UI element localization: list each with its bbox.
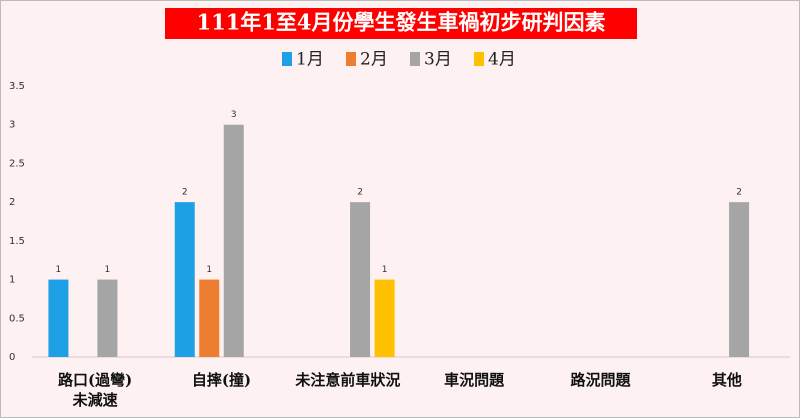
x-tick-label: 路口(過彎) 未減速 <box>58 371 133 409</box>
legend-swatch <box>282 52 292 66</box>
x-tick-label: 路況問題 <box>570 371 631 389</box>
legend-swatch <box>346 52 356 66</box>
y-tick-label: 2.5 <box>9 158 25 169</box>
y-tick-label: 3.5 <box>9 81 25 92</box>
x-tick-label: 其他 <box>711 371 742 389</box>
x-tick-label: 車況問題 <box>444 371 505 389</box>
y-tick-label: 1 <box>9 275 15 286</box>
bar <box>729 202 750 357</box>
y-tick-label: 3 <box>9 120 15 131</box>
data-label: 1 <box>56 265 62 275</box>
legend-label: 4月 <box>488 50 516 70</box>
bar <box>374 279 395 357</box>
data-label: 2 <box>736 188 742 198</box>
bar <box>97 279 118 357</box>
data-label: 1 <box>206 265 212 275</box>
bar <box>223 124 244 357</box>
data-label: 1 <box>382 265 388 275</box>
legend-label: 3月 <box>424 50 452 70</box>
legend-label: 2月 <box>360 50 388 70</box>
legend-label: 1月 <box>296 50 324 70</box>
data-label: 2 <box>357 188 363 198</box>
legend-swatch <box>474 52 484 66</box>
legend-swatch <box>410 52 420 66</box>
y-tick-label: 0 <box>9 352 15 363</box>
data-label: 2 <box>182 188 188 198</box>
x-tick-label: 自摔(撞) <box>191 371 252 389</box>
y-tick-label: 1.5 <box>9 236 25 247</box>
bar <box>350 202 371 357</box>
bar <box>48 279 69 357</box>
data-label: 1 <box>105 265 111 275</box>
y-tick-label: 2 <box>9 197 15 208</box>
bar <box>174 202 195 357</box>
data-label: 3 <box>231 110 237 120</box>
bar <box>199 279 220 357</box>
title-box <box>165 8 637 39</box>
y-tick-label: 0.5 <box>9 313 25 324</box>
chart-title: 111年1至4月份學生發生車禍初步研判因素 <box>196 10 605 35</box>
x-tick-label: 未注意前車狀況 <box>295 371 401 389</box>
